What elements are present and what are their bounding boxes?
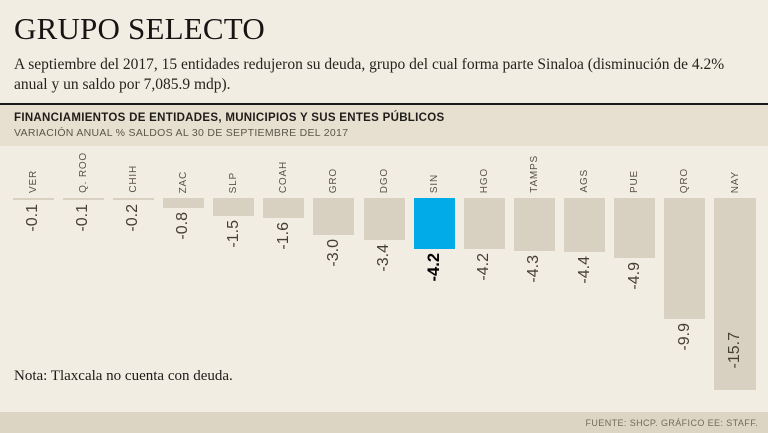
bar: [162, 198, 205, 208]
chart-column: PUE -4.9: [610, 146, 660, 289]
category-label-area: COAH: [278, 146, 289, 198]
category-label: GRO: [328, 167, 340, 193]
bar: [614, 198, 656, 258]
category-label-area: CHIH: [128, 146, 139, 198]
category-label: PUE: [629, 170, 641, 193]
category-label-area: SIN: [429, 146, 440, 198]
value-label: -3.0: [324, 238, 342, 267]
chart-header: FINANCIAMIENTOS DE ENTIDADES, MUNICIPIOS…: [0, 103, 768, 146]
bar: [664, 198, 706, 319]
chart-column: COAH -1.6: [259, 146, 309, 249]
footnote: Nota: Tlaxcala no cuenta con deuda.: [14, 368, 233, 384]
chart-column: QRO -9.9: [660, 146, 710, 350]
bar: [564, 198, 606, 252]
category-label-area: AGS: [579, 146, 590, 198]
value-label: -1.5: [224, 220, 242, 248]
category-label: HGO: [478, 167, 490, 193]
value-label: -0.2: [124, 204, 142, 232]
category-label: ZAC: [177, 170, 189, 193]
value-label: -3.4: [375, 243, 393, 272]
chart-column: SLP -1.5: [209, 146, 259, 248]
category-label: VER: [27, 170, 39, 193]
category-label-area: Q. ROO: [78, 146, 89, 198]
chart-column: HGO -4.2: [459, 146, 509, 281]
category-label: TAMPS: [528, 155, 540, 193]
bar: [313, 198, 355, 235]
source-credit: FUENTE: SHCP. GRÁFICO EE: STAFF.: [0, 412, 768, 433]
chart-subtitle: VARIACIÓN ANUAL % SALDOS AL 30 DE SEPTIE…: [14, 127, 349, 139]
bar: [363, 198, 405, 240]
bar: [463, 198, 505, 250]
category-label-area: VER: [28, 146, 39, 198]
value-label: -0.1: [24, 204, 42, 232]
bar: [714, 198, 756, 390]
value-label: -4.4: [575, 255, 593, 284]
chart-column: VER -0.1: [8, 146, 58, 232]
value-label: -0.1: [74, 204, 92, 232]
category-label-area: NAY: [730, 146, 741, 198]
value-label: -4.9: [625, 261, 643, 290]
category-label-area: SLP: [228, 146, 239, 198]
category-label: CHIH: [127, 165, 139, 193]
bar: [513, 198, 556, 251]
chart-column: Q. ROO -0.1: [58, 146, 108, 232]
category-label-area: ZAC: [178, 146, 189, 198]
value-label: -9.9: [675, 322, 693, 351]
value-label: -1.6: [274, 221, 292, 250]
category-label: DGO: [378, 167, 390, 193]
category-label: QRO: [679, 167, 691, 193]
chart-column: NAY -15.7: [710, 146, 760, 390]
category-label-area: PUE: [629, 146, 640, 198]
chart-column: ZAC -0.8: [158, 146, 208, 239]
category-label: AGS: [579, 169, 591, 193]
page-title: GRUPO SELECTO: [14, 11, 265, 46]
bar-highlight: [413, 198, 455, 250]
bar: [213, 198, 255, 217]
category-label: SIN: [428, 173, 440, 193]
chart-column: SIN -4.2: [409, 146, 459, 282]
chart-column: AGS -4.4: [560, 146, 610, 283]
category-label-area: HGO: [479, 146, 490, 198]
value-label: -15.7: [726, 331, 744, 368]
bar: [62, 198, 104, 200]
value-label: -0.8: [174, 211, 192, 240]
category-label: NAY: [729, 170, 741, 193]
bar-chart: VER -0.1 Q. ROO -0.1 CHIH -0.2 ZAC -0.8 SLP -1.5 C…: [0, 146, 768, 390]
category-label-area: DGO: [379, 146, 390, 198]
category-label: SLP: [228, 171, 240, 193]
chart-column: TAMPS -4.3: [509, 146, 559, 282]
category-label: COAH: [278, 160, 290, 193]
bar: [12, 198, 54, 200]
bar: [112, 198, 154, 201]
value-label: -4.3: [525, 254, 543, 283]
value-label: -4.2: [424, 253, 443, 282]
bar: [263, 198, 305, 218]
page-subtitle: A septiembre del 2017, 15 entidades redu…: [14, 56, 725, 93]
value-label: -4.2: [475, 253, 493, 281]
masthead: GRUPO SELECTO A septiembre del 2017, 15 …: [0, 0, 768, 95]
category-label-area: QRO: [679, 146, 690, 198]
category-label: Q. ROO: [77, 152, 89, 193]
chart-title: FINANCIAMIENTOS DE ENTIDADES, MUNICIPIOS…: [14, 112, 445, 124]
chart-column: GRO -3.0: [309, 146, 359, 266]
category-label-area: GRO: [328, 146, 339, 198]
chart-column: CHIH -0.2: [108, 146, 158, 232]
category-label-area: TAMPS: [529, 146, 540, 198]
chart-column: DGO -3.4: [359, 146, 409, 271]
